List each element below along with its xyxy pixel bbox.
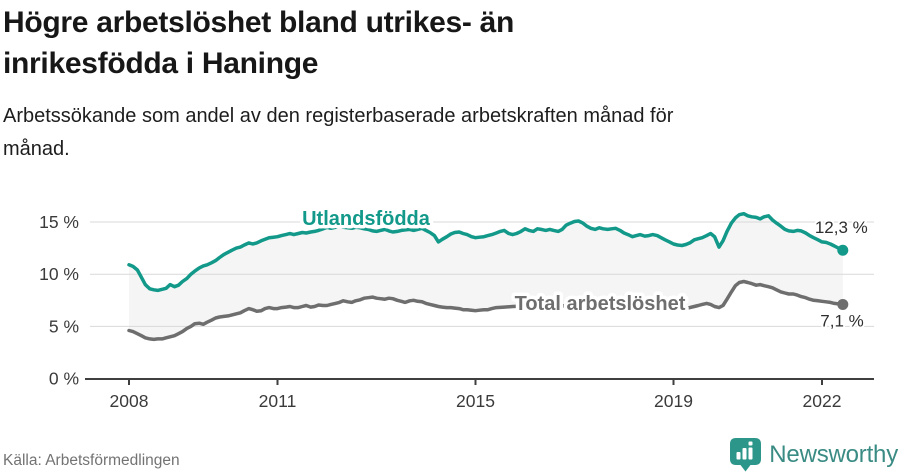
between-series-fill xyxy=(129,213,843,340)
end-dot-utlandsfodda xyxy=(837,244,849,256)
end-value-label-utlandsfodda: 12,3 % xyxy=(815,218,868,237)
newsworthy-logo: Newsworthy xyxy=(729,437,898,472)
series-label-total: Total arbetslöshet xyxy=(515,293,686,315)
x-tick-label-2008: 2008 xyxy=(110,391,149,411)
end-value-label-total: 7,1 % xyxy=(820,311,863,330)
page-title: Högre arbetslöshet bland utrikes- än inr… xyxy=(3,6,514,80)
x-tick-label-2011: 2011 xyxy=(259,391,297,411)
y-tick-label-5: 5 % xyxy=(49,316,79,336)
series-label-utlandsfodda: Utlandsfödda xyxy=(302,208,431,230)
end-dot-total xyxy=(837,298,849,310)
page-subtitle: Arbetssökande som andel av den registerb… xyxy=(3,105,674,160)
newsworthy-barchart-bubble-icon xyxy=(730,438,762,472)
x-tick-label-2019: 2019 xyxy=(654,391,693,411)
y-tick-label-15: 15 % xyxy=(39,212,79,232)
x-tick-label-2022: 2022 xyxy=(803,391,842,411)
x-tick-label-2015: 2015 xyxy=(456,391,495,411)
y-tick-label-0: 0 % xyxy=(49,369,79,389)
newsworthy-wordmark: Newsworthy xyxy=(769,440,898,468)
series-line-total xyxy=(127,279,845,342)
series-line-utlandsfodda xyxy=(127,211,845,293)
source-note: Källa: Arbetsförmedlingen xyxy=(3,452,180,469)
y-tick-label-10: 10 % xyxy=(39,264,79,284)
